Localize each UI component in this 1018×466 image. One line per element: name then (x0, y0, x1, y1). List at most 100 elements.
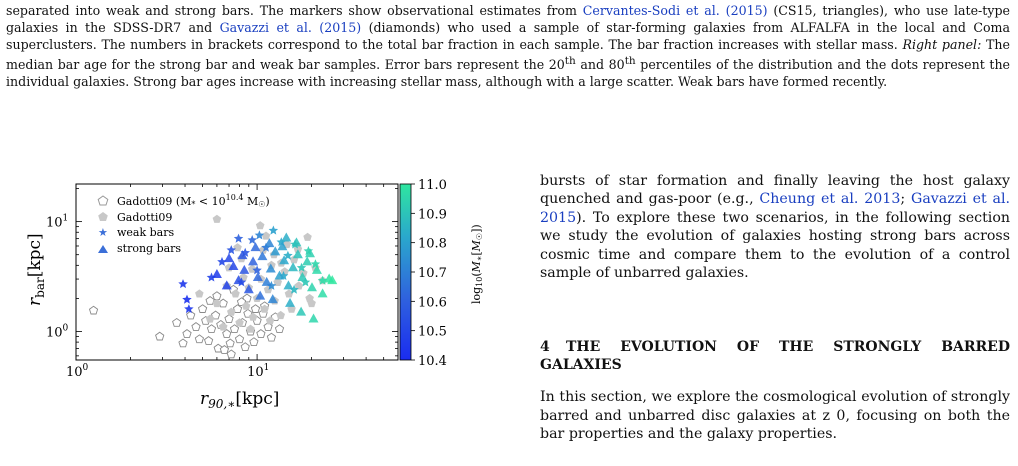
weak-bar-point (233, 233, 244, 243)
figure-caption: separated into weak and strong bars. The… (6, 2, 1010, 90)
y-axis-label: rbar[kpc] (25, 233, 47, 306)
strong-bar-point (255, 290, 266, 300)
gadotti-point (231, 289, 240, 298)
caption-text-5: and 80 (575, 57, 625, 73)
gadotti-low-mass-point (229, 324, 240, 334)
strong-bar-point (270, 246, 281, 256)
legend-label-weak-bars: weak bars (117, 226, 175, 239)
axis-ticks: 100 101 100 101 (46, 184, 399, 380)
strong-bar-point (308, 313, 319, 323)
gadotti-point (280, 267, 289, 276)
colorbar-tick-label: 10.8 (418, 237, 447, 252)
citation-gavazzi[interactable]: Gavazzi et al. (2015) (219, 20, 362, 35)
body-text-column: bursts of star formation and finally lea… (540, 172, 1010, 444)
weak-bar-point (178, 279, 188, 289)
strong-bar-point (302, 256, 313, 266)
weak-bar-point (283, 250, 293, 260)
gadotti-point (235, 318, 244, 327)
strong-bar-point (327, 275, 338, 285)
gadotti-low-mass-point (194, 334, 205, 344)
weak-bar-point (226, 245, 236, 255)
caption-text-3: (diamonds) who used a sample of star-for… (6, 20, 1010, 52)
gadotti-low-mass-point (274, 324, 285, 334)
gadotti-point (307, 298, 316, 308)
strong-bar-point (248, 256, 259, 266)
gadotti-low-mass-point (263, 322, 273, 331)
strong-bar-point (306, 282, 317, 292)
legend-label-gadotti: Gadotti09 (117, 211, 172, 224)
gadotti-point (195, 289, 204, 298)
gadotti-low-mass-point (219, 345, 230, 354)
colorbar-ticks: 11.0 10.9 10.8 10.7 10.6 10.5 10.4 (411, 178, 447, 369)
section-title: THE EVOLUTION OF THE STRONGLY BARRED GAL… (540, 339, 1010, 374)
superscript-th: th (624, 55, 636, 67)
colorbar-tick-label: 10.7 (418, 266, 447, 281)
section-number: 4 (540, 339, 550, 356)
strong-bar-point (243, 284, 254, 294)
gadotti-low-mass-point (203, 336, 214, 345)
section-heading: 4 THE EVOLUTION OF THE STRONGLY BARRED GA… (540, 338, 1010, 374)
gadotti-point (255, 221, 265, 230)
gadotti-low-mass-point (250, 304, 261, 313)
gadotti-low-mass-point (213, 343, 223, 353)
strong-bar-point (317, 288, 328, 298)
right-panel-label: Right panel: (902, 37, 982, 52)
weak-bar-point (300, 277, 311, 287)
weak-bar-point (296, 262, 307, 272)
citation-gavazzi-2015[interactable]: Gavazzi et al. 2015 (540, 191, 1010, 226)
gadotti-low-mass-point (224, 314, 234, 323)
citation-cheung[interactable]: Cheung et al. 2013 (759, 191, 901, 208)
strong-bar-point (265, 263, 276, 273)
legend-label-strong-bars: strong bars (117, 242, 181, 255)
gadotti-point (212, 298, 222, 308)
x-tick-label: 100 (66, 363, 89, 380)
gadotti-point (265, 316, 275, 325)
strong-bar-point (233, 275, 244, 285)
strong-bar-point (264, 238, 275, 248)
caption-text-6: percentiles of the distribution and the … (6, 57, 1011, 90)
gadotti-low-mass-point (191, 322, 201, 331)
colorbar-tick-label: 11.0 (418, 178, 447, 193)
gadotti-point (248, 312, 258, 321)
gadotti-point (218, 322, 228, 331)
strong-bar-point (283, 280, 294, 290)
strong-bar-point (228, 261, 239, 271)
weak-bar-point (289, 284, 299, 294)
strong-bar-point (257, 251, 268, 261)
gadotti-low-mass-point (186, 310, 196, 320)
colorbar-tick-label: 10.5 (418, 325, 447, 340)
gadotti-low-mass-point (205, 296, 215, 305)
strong-bar-point (311, 264, 322, 274)
weak-bar-point (252, 265, 262, 275)
superscript-th: th (564, 55, 576, 67)
citation-cervantes-sodi[interactable]: Cervantes-Sodi et al. (2015) (582, 3, 768, 18)
strong-bar-point (277, 241, 288, 251)
strong-bar-point (292, 249, 303, 259)
x-axis-label: r90,∗[kpc] (200, 389, 279, 411)
paragraph-1: bursts of star formation and finally lea… (540, 173, 1010, 282)
gadotti-point (233, 243, 242, 252)
weak-bar-point (266, 280, 277, 290)
gadotti-point (247, 264, 257, 273)
gadotti-low-mass-point (226, 349, 236, 359)
y-tick-label: 100 (46, 323, 69, 340)
gadotti-point (212, 214, 222, 223)
strong-bar-point (211, 269, 222, 279)
strong-bar-point (224, 253, 235, 263)
colorbar-tick-label: 10.9 (418, 207, 447, 222)
colorbar-tick-label: 10.4 (418, 354, 447, 369)
gadotti-low-mass-point (172, 317, 182, 327)
strong-bar-point (252, 271, 263, 281)
gadotti-low-mass-point (182, 329, 192, 338)
gadotti-low-mass-point (234, 334, 245, 344)
gadotti-point (284, 289, 294, 298)
weak-bar-point (247, 235, 257, 245)
strong-bar-point (274, 270, 285, 280)
strong-bar-point (305, 248, 316, 258)
gadotti-low-mass-point (197, 304, 208, 313)
plot-area (75, 183, 399, 361)
gadotti-low-mass-point (155, 331, 165, 341)
gadotti-low-mass-point (256, 329, 266, 338)
caption-text-1: separated into weak and strong bars. The… (6, 3, 583, 18)
weak-bar-point (182, 294, 192, 304)
